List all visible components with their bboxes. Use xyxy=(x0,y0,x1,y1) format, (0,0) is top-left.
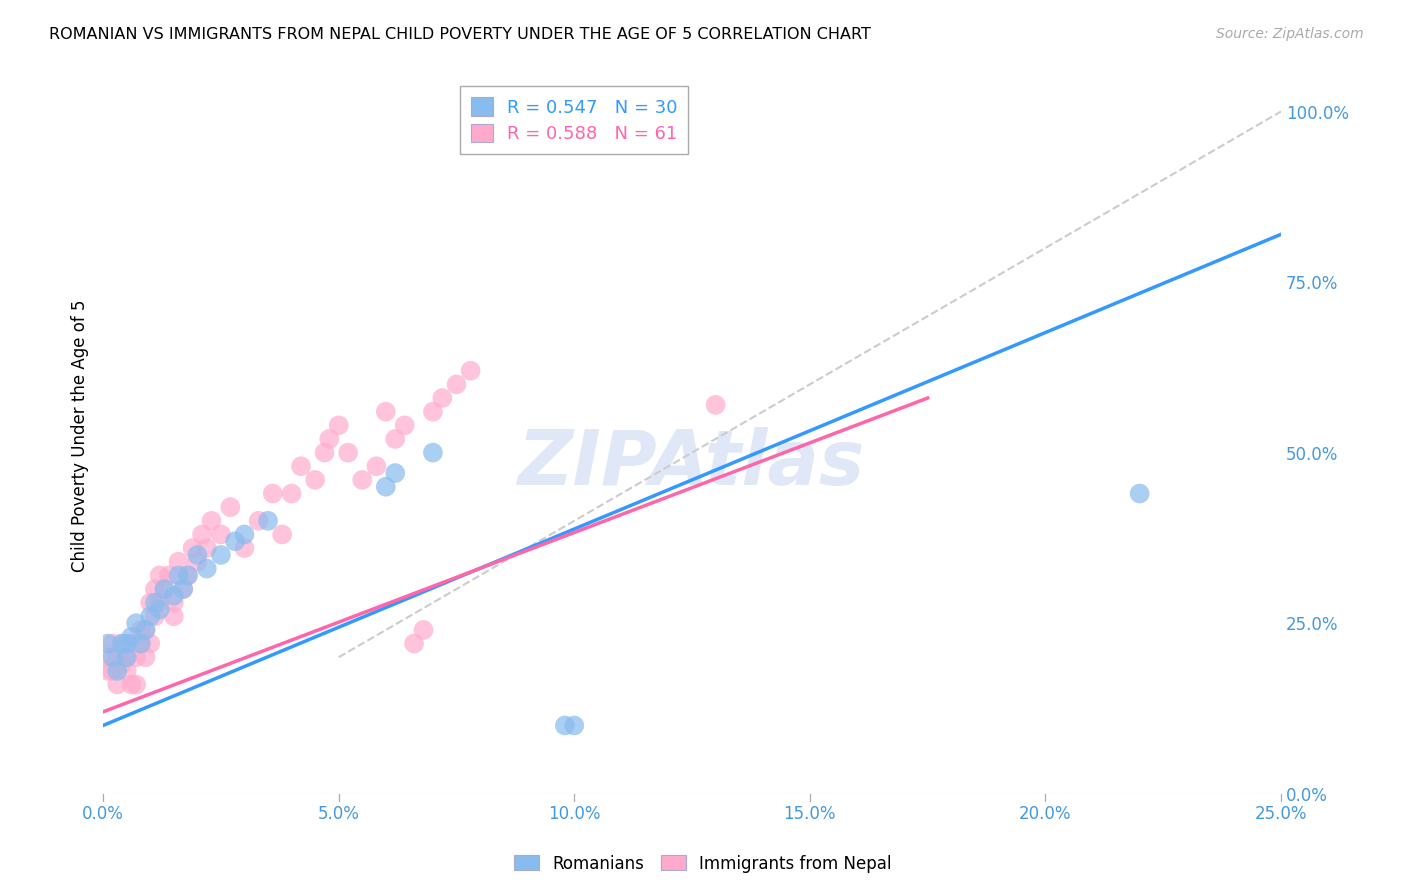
Point xyxy=(129,637,152,651)
Point xyxy=(125,650,148,665)
Point xyxy=(120,637,142,651)
Point xyxy=(262,486,284,500)
Legend: R = 0.547   N = 30, R = 0.588   N = 61: R = 0.547 N = 30, R = 0.588 N = 61 xyxy=(460,87,689,154)
Point xyxy=(374,405,396,419)
Point xyxy=(115,650,138,665)
Point xyxy=(97,637,120,651)
Point xyxy=(328,418,350,433)
Point xyxy=(209,548,232,562)
Point xyxy=(115,664,138,678)
Point xyxy=(139,596,162,610)
Point xyxy=(120,630,142,644)
Point xyxy=(209,527,232,541)
Point xyxy=(280,486,302,500)
Point xyxy=(163,596,186,610)
Point xyxy=(432,391,454,405)
Point xyxy=(125,616,148,631)
Point xyxy=(290,459,312,474)
Point xyxy=(404,637,426,651)
Point xyxy=(446,377,468,392)
Point xyxy=(394,418,416,433)
Point xyxy=(412,623,434,637)
Point xyxy=(129,637,152,651)
Point xyxy=(135,623,157,637)
Point xyxy=(143,609,166,624)
Text: Source: ZipAtlas.com: Source: ZipAtlas.com xyxy=(1216,27,1364,41)
Point xyxy=(111,657,134,671)
Point xyxy=(157,568,180,582)
Point xyxy=(139,637,162,651)
Point xyxy=(233,541,256,555)
Point xyxy=(163,589,186,603)
Point xyxy=(163,609,186,624)
Legend: Romanians, Immigrants from Nepal: Romanians, Immigrants from Nepal xyxy=(508,848,898,880)
Point xyxy=(1129,486,1152,500)
Point xyxy=(181,541,204,555)
Point xyxy=(105,677,128,691)
Point xyxy=(97,664,120,678)
Point xyxy=(125,677,148,691)
Point xyxy=(167,555,190,569)
Point xyxy=(149,596,172,610)
Point xyxy=(177,568,200,582)
Point xyxy=(460,364,482,378)
Point xyxy=(200,514,222,528)
Point xyxy=(143,596,166,610)
Point xyxy=(186,555,208,569)
Point xyxy=(224,534,246,549)
Point xyxy=(153,582,176,596)
Point xyxy=(422,405,444,419)
Point xyxy=(101,664,124,678)
Point xyxy=(115,637,138,651)
Point xyxy=(111,637,134,651)
Point xyxy=(186,548,208,562)
Point xyxy=(115,650,138,665)
Point xyxy=(384,466,406,480)
Point xyxy=(191,527,214,541)
Point xyxy=(384,432,406,446)
Y-axis label: Child Poverty Under the Age of 5: Child Poverty Under the Age of 5 xyxy=(72,300,89,572)
Point xyxy=(233,527,256,541)
Point xyxy=(139,609,162,624)
Text: ZIPAtlas: ZIPAtlas xyxy=(519,427,866,501)
Point xyxy=(135,623,157,637)
Point xyxy=(135,650,157,665)
Point xyxy=(257,514,280,528)
Point xyxy=(111,637,134,651)
Point xyxy=(562,718,585,732)
Text: ROMANIAN VS IMMIGRANTS FROM NEPAL CHILD POVERTY UNDER THE AGE OF 5 CORRELATION C: ROMANIAN VS IMMIGRANTS FROM NEPAL CHILD … xyxy=(49,27,872,42)
Point xyxy=(422,445,444,459)
Point xyxy=(271,527,294,541)
Point xyxy=(177,568,200,582)
Point xyxy=(101,650,124,665)
Point xyxy=(105,664,128,678)
Point xyxy=(129,623,152,637)
Point xyxy=(105,650,128,665)
Point xyxy=(219,500,242,515)
Point xyxy=(101,637,124,651)
Point xyxy=(167,568,190,582)
Point xyxy=(149,568,172,582)
Point xyxy=(149,602,172,616)
Point xyxy=(374,480,396,494)
Point xyxy=(304,473,326,487)
Point xyxy=(153,582,176,596)
Point xyxy=(704,398,727,412)
Point xyxy=(337,445,360,459)
Point xyxy=(318,432,340,446)
Point xyxy=(366,459,388,474)
Point xyxy=(195,561,218,575)
Point xyxy=(195,541,218,555)
Point xyxy=(120,677,142,691)
Point xyxy=(352,473,374,487)
Point xyxy=(172,582,194,596)
Point xyxy=(172,582,194,596)
Point xyxy=(143,582,166,596)
Point xyxy=(247,514,270,528)
Point xyxy=(314,445,336,459)
Point xyxy=(554,718,576,732)
Point xyxy=(97,650,120,665)
